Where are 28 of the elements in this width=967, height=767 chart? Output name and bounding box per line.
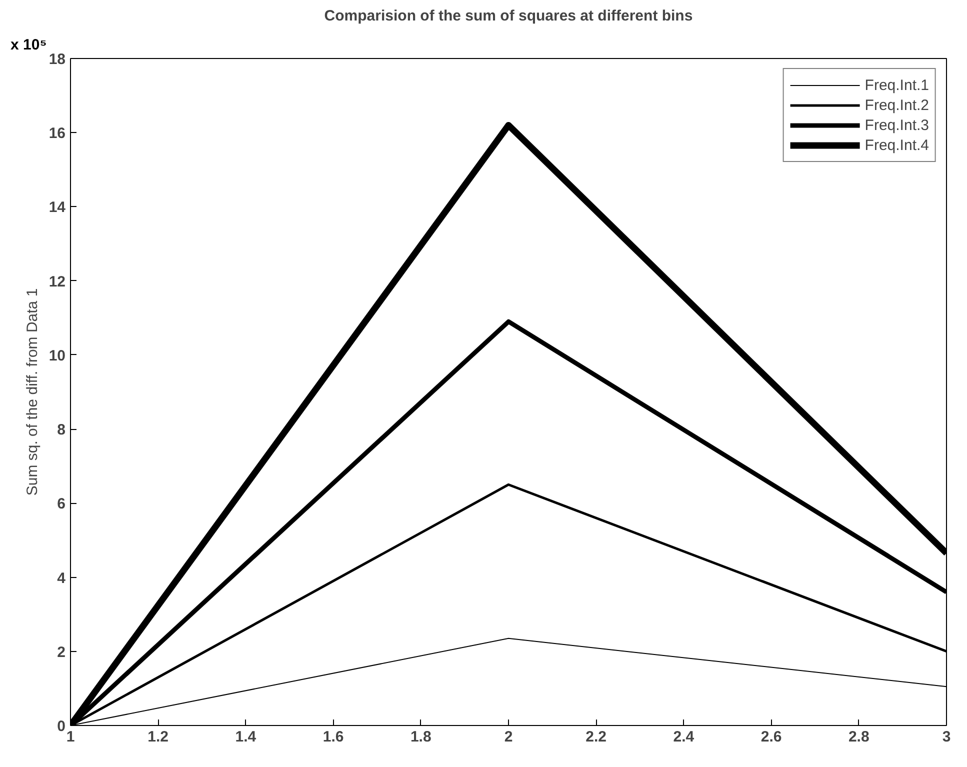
x-tick-label: 2.8 [848,728,870,746]
x-tick-label: 1.6 [322,728,344,746]
y-tick-label: 12 [48,273,66,290]
y-tick-label: 8 [57,422,66,439]
legend-label: Freq.Int.2 [864,96,929,114]
x-tick-label: 1.2 [148,728,169,746]
y-tick-label: 18 [48,51,66,68]
legend-label: Freq.Int.3 [864,116,929,134]
x-tick-label: 1 [66,728,75,746]
y-tick-label: 14 [48,199,66,216]
y-tick-label: 0 [57,718,66,735]
x-tick-label: 3 [942,728,951,746]
x-tick-label: 2.4 [673,728,695,746]
y-tick-label: 16 [48,125,66,142]
x-tick-label: 2.6 [760,728,782,746]
x-tick-label: 1.8 [410,728,432,746]
y-tick-label: 2 [57,644,66,661]
legend-label: Freq.Int.1 [864,76,929,94]
y-tick-label: 6 [57,496,66,513]
x-tick-label: 2 [504,728,513,746]
x-tick-label: 2.2 [586,728,607,746]
chart-title: Comparision of the sum of squares at different bins [324,8,693,24]
y-tick-label: 4 [57,570,66,587]
legend-label: Freq.Int.4 [864,136,929,154]
y-tick-label: 10 [48,347,66,364]
text: x 10⁵ [10,36,47,54]
y-axis-title: Sum sq. of the diff. from Data 1 [24,288,41,496]
x-tick-label: 1.4 [235,728,257,746]
